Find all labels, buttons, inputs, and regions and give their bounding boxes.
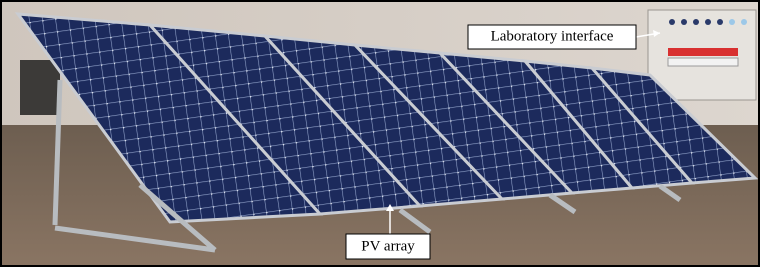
lab-box <box>648 10 756 100</box>
page: Laboratory interface PV array (() => { c… <box>0 0 760 267</box>
label: PV array <box>361 238 415 254</box>
label: Laboratory interface <box>491 28 614 44</box>
photo: Laboratory interface PV array <box>0 0 760 267</box>
window <box>20 60 60 115</box>
